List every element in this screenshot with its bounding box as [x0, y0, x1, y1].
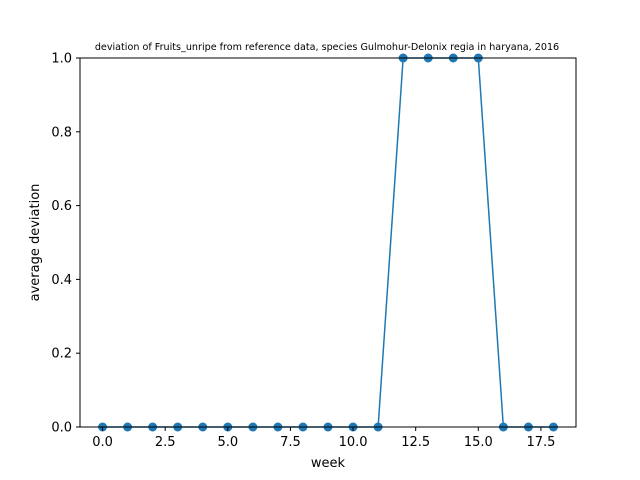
x-tick-label: 12.5 — [401, 435, 430, 450]
axes-frame — [79, 57, 577, 428]
y-tick-label: 0.4 — [51, 273, 72, 288]
x-tick-label: 5.0 — [217, 435, 238, 450]
x-tick-label: 2.5 — [155, 435, 176, 450]
y-tick-label: 1.0 — [51, 52, 72, 67]
x-axis-label: week — [311, 456, 346, 471]
x-tick-label: 10.0 — [339, 435, 368, 450]
series-line — [102, 57, 554, 428]
chart-title: deviation of Fruits_unripe from referenc… — [95, 42, 559, 53]
y-tick-label: 0.2 — [51, 347, 72, 362]
y-tick-label: 0.0 — [51, 421, 72, 436]
y-axis: 0.0 0.2 0.4 0.6 0.8 1.0 — [51, 52, 80, 436]
x-tick-label: 0.0 — [92, 435, 113, 450]
x-tick-label: 15.0 — [464, 435, 493, 450]
y-tick-label: 0.8 — [51, 125, 72, 140]
plot-area — [98, 53, 558, 432]
y-tick-label: 0.6 — [51, 199, 72, 214]
y-axis-label: average deviation — [28, 184, 43, 302]
x-tick-label: 17.5 — [526, 435, 555, 450]
x-axis: 0.0 2.5 5.0 7.5 10.0 12.5 15.0 17.5 — [92, 427, 555, 450]
x-tick-label: 7.5 — [280, 435, 301, 450]
